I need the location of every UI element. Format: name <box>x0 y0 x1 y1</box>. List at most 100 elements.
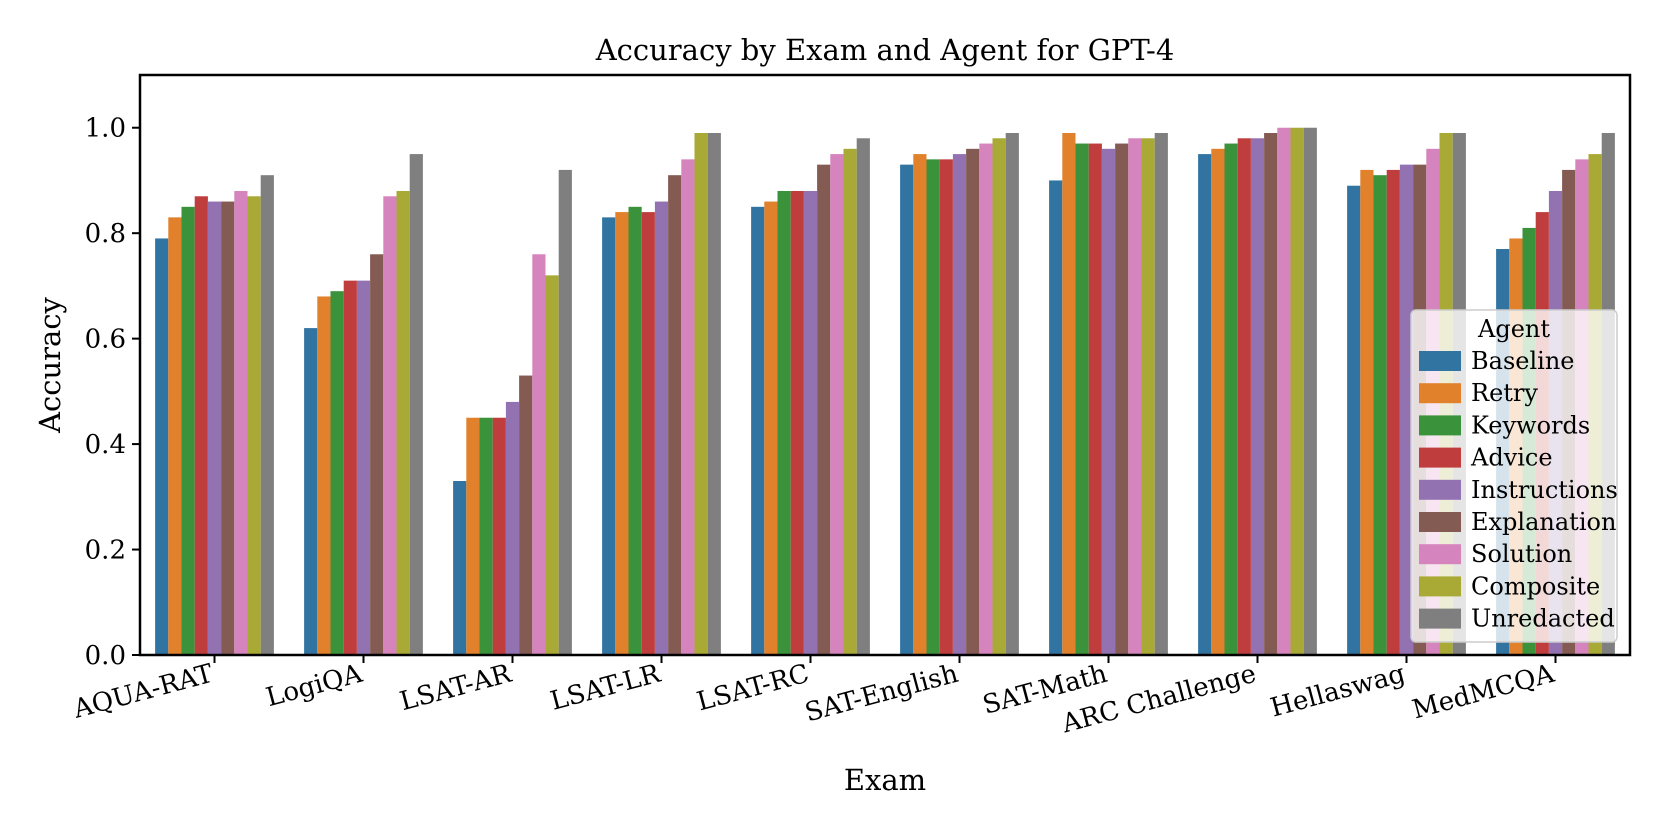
bar-retry-hellaswag <box>1360 169 1374 655</box>
chart-title: Accuracy by Exam and Agent for GPT-4 <box>595 33 1175 67</box>
x-tick-label: SAT-English <box>802 659 962 729</box>
bar-baseline-lsat-rc <box>751 206 765 655</box>
bar-keywords-hellaswag <box>1373 175 1387 655</box>
bar-advice-lsat-rc <box>790 191 804 655</box>
bar-composite-lsat-ar <box>545 275 559 655</box>
bar-solution-logiqa <box>383 196 397 655</box>
bar-composite-sat-english <box>992 138 1006 655</box>
bar-instructions-sat-math <box>1101 148 1116 655</box>
bar-explanation-arc-challenge <box>1264 133 1278 655</box>
y-tick-label: 0.8 <box>85 219 126 249</box>
bar-explanation-lsat-ar <box>519 375 533 655</box>
bar-baseline-logiqa <box>304 328 318 655</box>
y-tick-label: 0.6 <box>85 325 126 355</box>
legend-label-keywords: Keywords <box>1471 411 1590 439</box>
legend-swatch-composite <box>1419 576 1461 597</box>
plot-frame <box>138 73 1632 657</box>
bar-advice-lsat-lr <box>641 212 655 655</box>
legend-swatch-retry <box>1419 383 1461 404</box>
legend-box <box>1410 309 1618 643</box>
y-tick-label: 0.4 <box>85 430 126 460</box>
bar-instructions-sat-english <box>952 154 967 655</box>
x-tick-label: MedMCQA <box>1409 658 1558 725</box>
bar-keywords-sat-math <box>1075 143 1089 656</box>
bar-unredacted-lsat-rc <box>856 138 870 655</box>
bar-composite-logiqa <box>396 191 410 655</box>
y-axis-ticks: 0.0 0.2 0.4 0.6 0.8 1.0 <box>85 114 140 671</box>
bar-instructions-hellaswag <box>1399 164 1414 655</box>
bar-keywords-arc-challenge <box>1224 143 1238 656</box>
bar-solution-arc-challenge <box>1277 127 1291 656</box>
bar-baseline-arc-challenge <box>1198 154 1212 655</box>
x-tick-label: LogiQA <box>263 658 367 713</box>
legend-swatch-advice <box>1419 447 1461 468</box>
bar-advice-lsat-ar <box>492 417 506 655</box>
legend-swatch-keywords <box>1419 415 1461 436</box>
legend-title: Agent <box>1477 315 1550 343</box>
bar-retry-aqua-rat <box>168 217 182 656</box>
bar-keywords-sat-english <box>926 159 940 656</box>
bar-baseline-sat-math <box>1049 180 1063 655</box>
bar-composite-arc-challenge <box>1290 127 1304 656</box>
bar-solution-lsat-ar <box>532 254 546 655</box>
legend-swatch-solution <box>1419 544 1461 565</box>
bar-unredacted-sat-english <box>1005 133 1019 655</box>
bar-retry-sat-math <box>1062 133 1076 655</box>
bar-baseline-sat-english <box>900 164 914 655</box>
bar-advice-logiqa <box>343 280 357 655</box>
bar-retry-logiqa <box>317 296 331 655</box>
bars-group <box>155 127 1615 656</box>
bar-composite-aqua-rat <box>247 196 261 655</box>
legend-swatch-baseline <box>1419 351 1461 371</box>
bar-solution-lsat-lr <box>681 159 695 656</box>
bar-unredacted-logiqa <box>409 154 423 655</box>
bar-baseline-lsat-lr <box>602 217 616 656</box>
bar-instructions-aqua-rat <box>207 201 222 656</box>
legend-label-retry: Retry <box>1471 379 1538 407</box>
bar-explanation-lsat-rc <box>817 164 831 655</box>
bar-instructions-arc-challenge <box>1250 138 1265 655</box>
bar-unredacted-lsat-lr <box>707 133 721 655</box>
bar-unredacted-lsat-ar <box>558 169 572 655</box>
bar-explanation-aqua-rat <box>221 201 235 656</box>
bar-retry-arc-challenge <box>1211 148 1225 655</box>
bar-retry-lsat-ar <box>466 417 480 655</box>
bar-solution-sat-english <box>979 143 993 656</box>
legend-swatch-explanation <box>1419 512 1461 532</box>
bar-solution-sat-math <box>1128 138 1142 655</box>
legend: Agent Baseline Retry Keywords Advice Instruct… <box>1410 309 1618 643</box>
bar-retry-lsat-rc <box>764 201 778 656</box>
legend-label-solution: Solution <box>1471 540 1572 568</box>
y-tick-label: 0.0 <box>85 641 126 671</box>
legend-label-explanation: Explanation <box>1471 508 1616 536</box>
x-axis-label: Exam <box>844 763 926 797</box>
y-tick-label: 1.0 <box>85 114 126 144</box>
bar-composite-sat-math <box>1141 138 1155 655</box>
legend-label-baseline: Baseline <box>1471 347 1574 375</box>
bar-composite-lsat-rc <box>843 148 857 655</box>
bar-retry-lsat-lr <box>615 212 629 655</box>
bar-keywords-logiqa <box>330 291 344 655</box>
bar-instructions-logiqa <box>356 280 371 655</box>
y-axis-label: Accuracy <box>33 296 67 433</box>
bar-explanation-sat-english <box>966 148 980 655</box>
bar-explanation-lsat-lr <box>668 175 682 655</box>
bar-unredacted-aqua-rat <box>260 175 274 655</box>
legend-swatch-unredacted <box>1419 608 1461 629</box>
bar-keywords-lsat-lr <box>628 206 642 655</box>
bar-baseline-hellaswag <box>1347 185 1361 656</box>
bar-instructions-lsat-rc <box>803 191 818 655</box>
legend-swatch-instructions <box>1419 479 1461 500</box>
bar-keywords-aqua-rat <box>181 206 195 655</box>
bar-explanation-logiqa <box>370 254 384 655</box>
bar-unredacted-arc-challenge <box>1303 127 1317 656</box>
x-tick-label: LSAT-LR <box>547 658 664 716</box>
bar-explanation-sat-math <box>1115 143 1129 656</box>
legend-label-advice: Advice <box>1470 444 1553 472</box>
bar-advice-sat-english <box>939 159 953 656</box>
legend-label-composite: Composite <box>1471 572 1600 600</box>
bar-advice-sat-math <box>1088 143 1102 656</box>
x-tick-label: LSAT-RC <box>694 659 813 718</box>
bar-unredacted-sat-math <box>1154 133 1168 655</box>
